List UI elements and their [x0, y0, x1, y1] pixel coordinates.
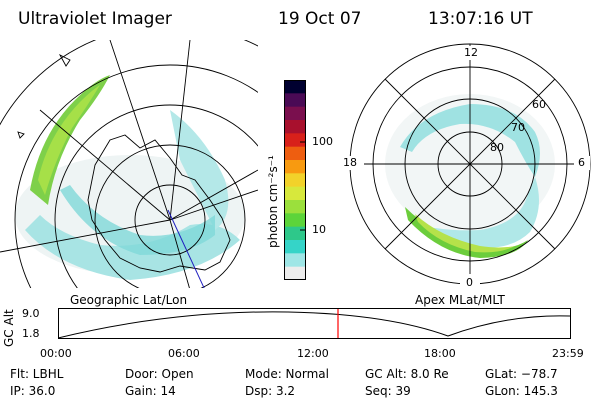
- gc-alt-plot-frame: [58, 308, 571, 339]
- colorbar-tick-label-10: 10: [312, 223, 326, 236]
- gc-alt-ylabel: GC Alt: [2, 309, 16, 347]
- gc-alt-xtick-2: 12:00: [297, 347, 329, 360]
- mlt-label-right: 6: [578, 156, 585, 169]
- diffuse-emission-mid: [60, 185, 215, 255]
- geographic-image-panel: [0, 40, 258, 288]
- colorbar-band: [284, 200, 306, 214]
- info-glat: GLat: −78.7: [485, 367, 558, 381]
- date-label: 19 Oct 07: [278, 9, 362, 29]
- colorbar-band: [284, 253, 306, 268]
- auroral-arc-core: [38, 85, 100, 195]
- info-gc-alt: GC Alt: 8.0 Re: [365, 367, 449, 381]
- left-panel-caption: Geographic Lat/Lon: [70, 293, 188, 307]
- gc-alt-ytick-high: 9.0: [22, 307, 40, 320]
- colorbar-gradient: [284, 80, 306, 280]
- colorbar-tick-label-100: 100: [312, 135, 333, 148]
- continent-outline: [87, 134, 231, 273]
- gc-alt-xtick-0: 00:00: [40, 347, 72, 360]
- colorbar-band: [284, 226, 306, 241]
- mlat-label-80: 80: [490, 141, 504, 154]
- colorbar-band: [284, 160, 306, 174]
- island-outline: [58, 53, 71, 67]
- colorbar-band: [284, 186, 306, 201]
- mlt-grid: [350, 44, 590, 284]
- auroral-oval-day: [400, 104, 540, 177]
- mlat-label-70: 70: [511, 121, 525, 134]
- gc-alt-ytick-low: 1.8: [22, 327, 40, 340]
- gc-alt-xtick-1: 06:00: [168, 347, 200, 360]
- diffuse-emission-east: [170, 110, 229, 230]
- auroral-oval-night: [410, 177, 539, 248]
- colorbar: [284, 80, 306, 280]
- colorbar-band: [284, 106, 306, 121]
- colorbar-unit-label: photon cm⁻²s⁻¹: [266, 155, 280, 248]
- info-seq: Seq: 39: [365, 384, 411, 398]
- gc-alt-plot: [58, 308, 571, 339]
- colorbar-band: [284, 93, 306, 108]
- info-glon: GLon: 145.3: [485, 384, 558, 398]
- right-panel-caption: Apex MLat/MLT: [415, 293, 505, 307]
- colorbar-band: [284, 266, 306, 280]
- app-title: Ultraviolet Imager: [18, 9, 172, 29]
- mlt-label-bottom: 0: [466, 276, 473, 289]
- info-door: Door: Open: [125, 367, 194, 381]
- info-filter: Flt: LBHL: [10, 367, 64, 381]
- colorbar-border: [284, 80, 306, 280]
- longitude-grid: [0, 40, 258, 288]
- satellite-track: [167, 209, 205, 288]
- gc-alt-xtick-4: 23:59: [552, 347, 584, 360]
- info-gain: Gain: 14: [125, 384, 176, 398]
- info-mode: Mode: Normal: [245, 367, 329, 381]
- mlat-label-60: 60: [532, 98, 546, 111]
- colorbar-band: [284, 146, 306, 161]
- mlt-label-left: 18: [343, 156, 357, 169]
- auroral-arc-core: [415, 214, 515, 253]
- colorbar-band: [284, 133, 306, 148]
- info-ip: IP: 36.0: [10, 384, 56, 398]
- mlt-label-top: 12: [464, 46, 478, 59]
- gc-alt-xtick-3: 18:00: [424, 347, 456, 360]
- colorbar-band: [284, 80, 306, 94]
- colorbar-band: [284, 173, 306, 188]
- island-outline-2: [17, 131, 25, 139]
- magnetic-image-panel: [342, 43, 591, 288]
- time-label: 13:07:16 UT: [428, 9, 533, 29]
- gc-alt-curve: [58, 311, 571, 339]
- latitude-grid: [0, 40, 258, 288]
- info-dsp: Dsp: 3.2: [245, 384, 296, 398]
- colorbar-band: [284, 240, 306, 254]
- colorbar-band: [284, 120, 306, 134]
- colorbar-band: [284, 213, 306, 228]
